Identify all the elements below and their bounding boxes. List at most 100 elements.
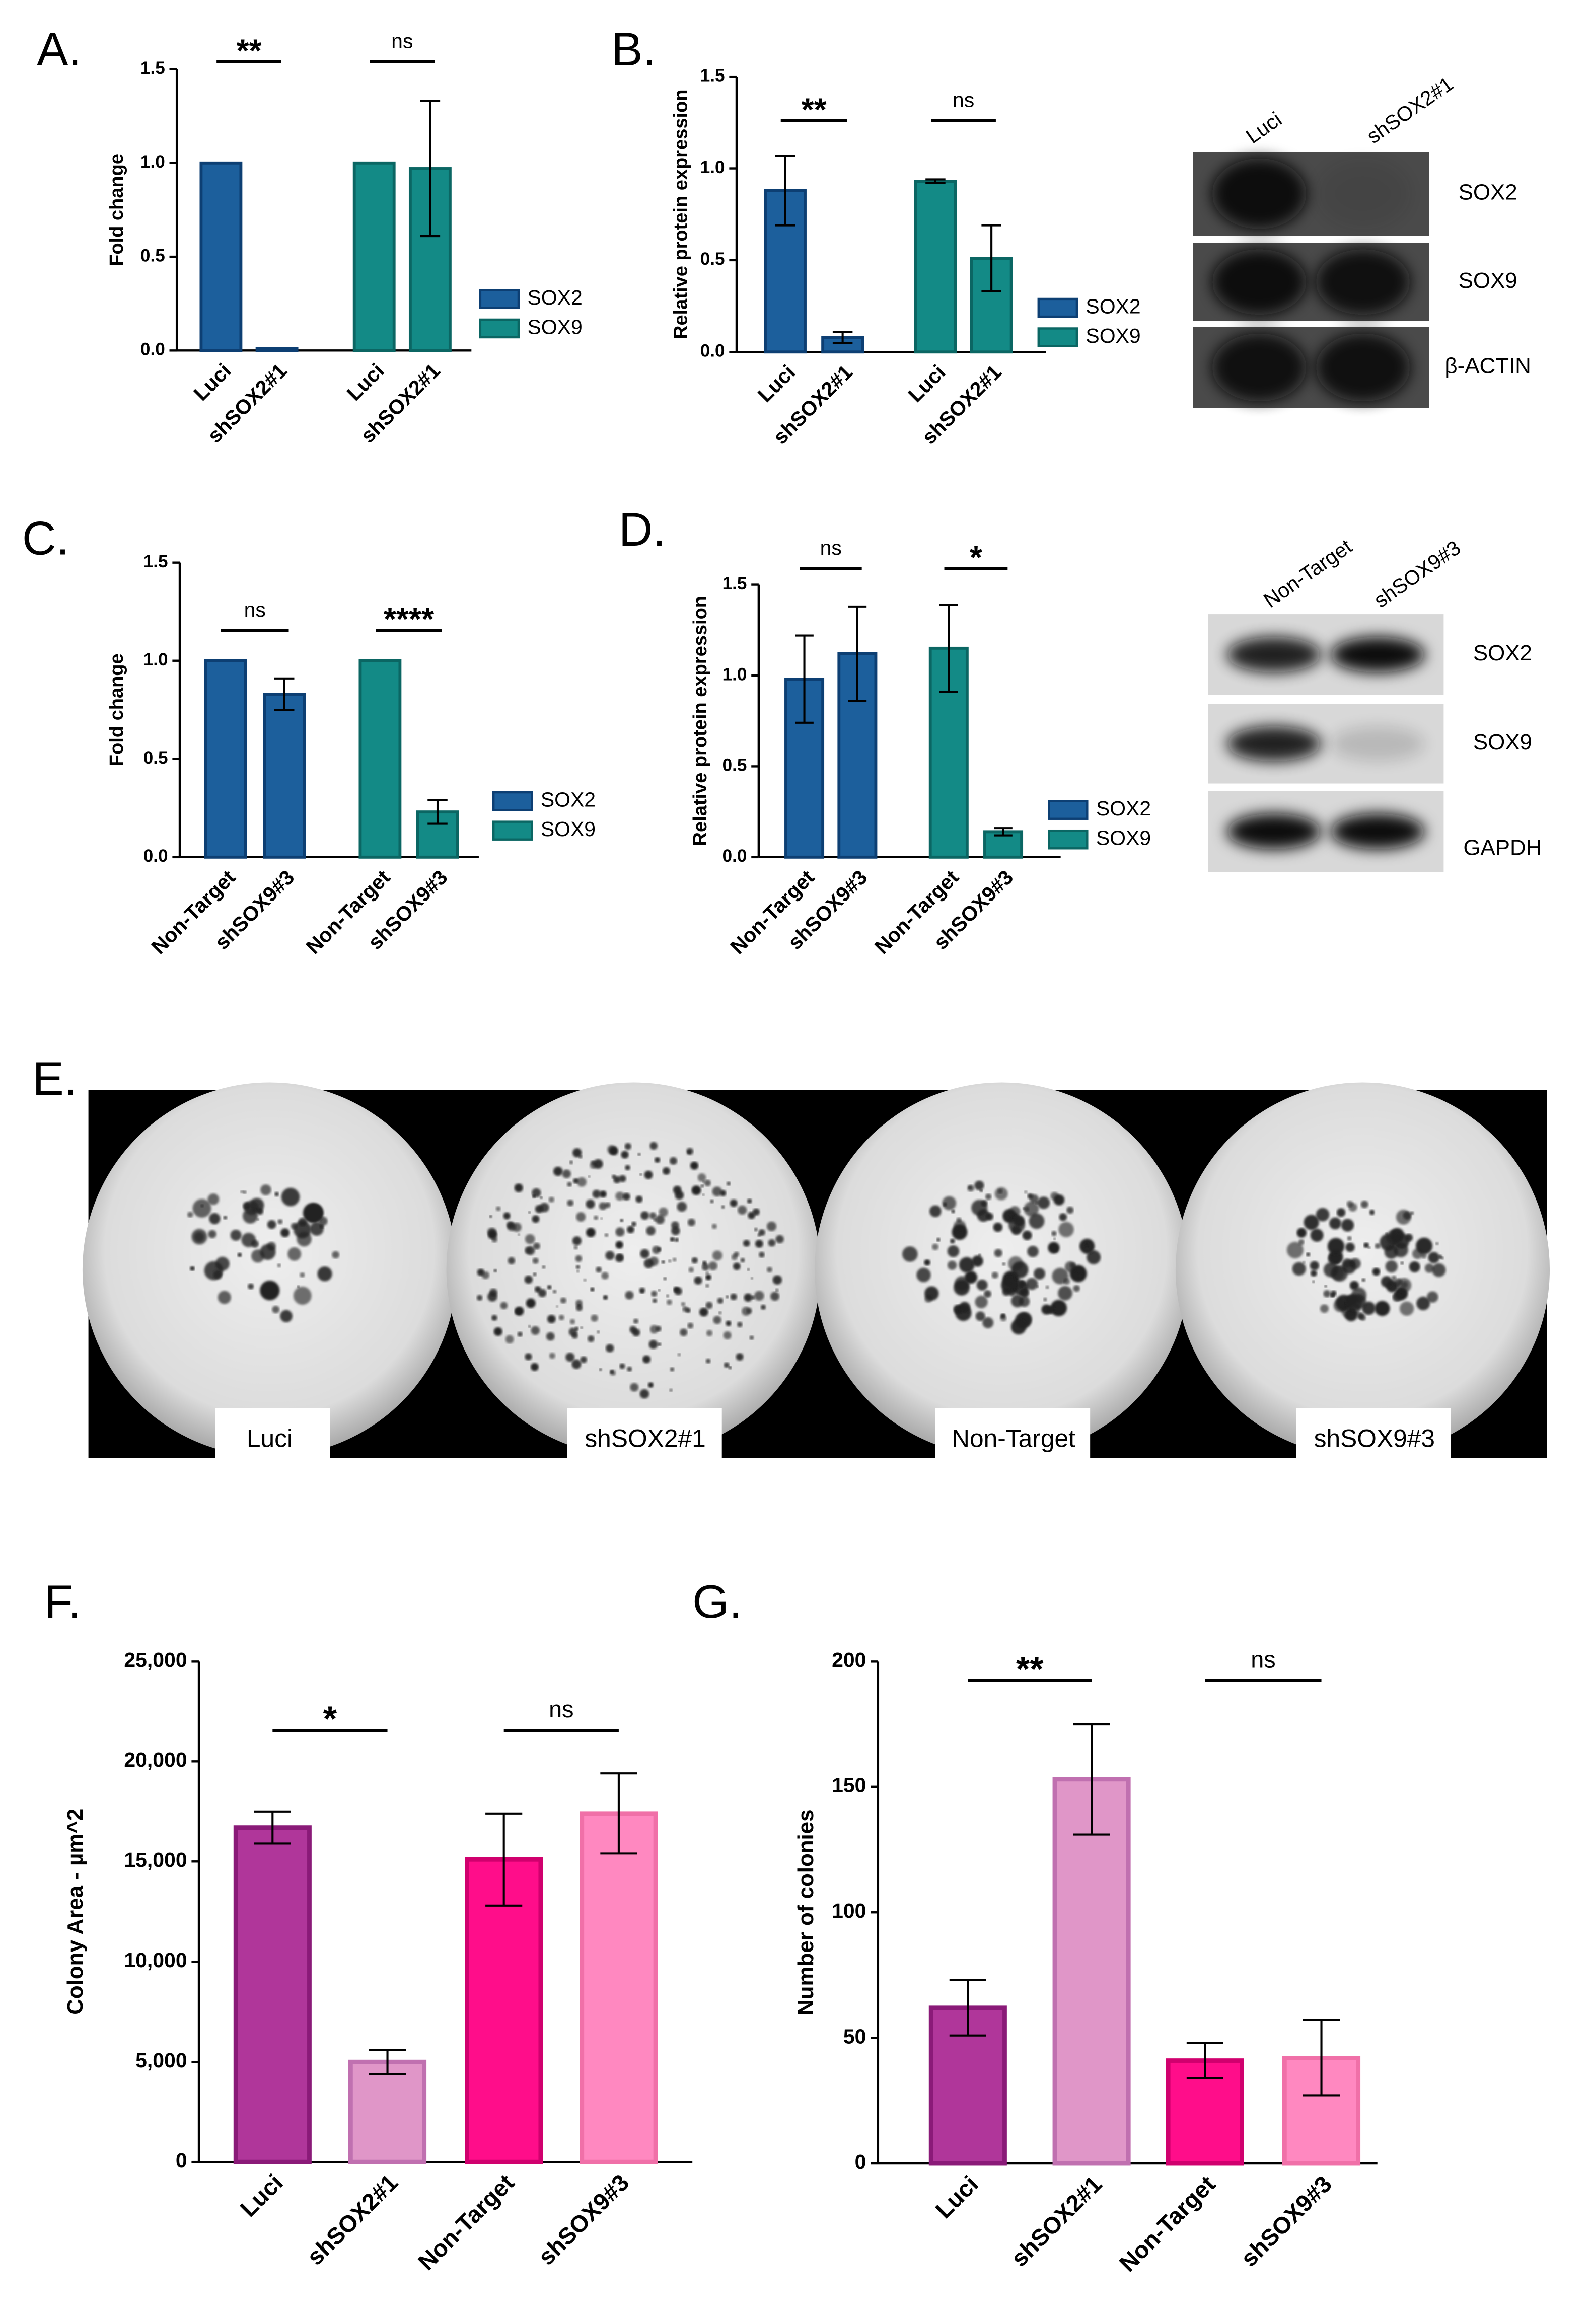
colony-dot (500, 1302, 508, 1309)
y-tick-label: 20,000 (124, 1748, 187, 1771)
colony-dot (1344, 1308, 1358, 1322)
colony-dot (997, 1189, 1003, 1194)
colony-dot (1064, 1261, 1076, 1272)
panel-label: E. (32, 1052, 77, 1105)
band-label: SOX2 (1459, 180, 1517, 204)
colony-dot (1087, 1250, 1101, 1264)
colony-dot (701, 1263, 709, 1271)
blot-band (1316, 158, 1410, 229)
colony-dot (1011, 1295, 1024, 1308)
legend-label: SOX9 (527, 315, 582, 338)
legend-label: SOX2 (1086, 294, 1140, 318)
error-bar (795, 634, 814, 724)
colony-dot (633, 1318, 639, 1324)
colony-dot (533, 1272, 537, 1277)
colony-dot (1051, 1231, 1057, 1236)
colony-dot (639, 1173, 642, 1176)
error-bar (254, 1810, 291, 1845)
colony-dot (542, 1265, 546, 1269)
colony-dot (902, 1246, 918, 1262)
y-tick-label: 1.0 (722, 664, 747, 684)
colony-dot (619, 1363, 625, 1369)
colony-dot (993, 1222, 1003, 1232)
legend-swatch (479, 289, 520, 309)
colony-dot (668, 1259, 672, 1263)
y-axis-label: Number of colonies (793, 1809, 818, 2015)
colony-dot (702, 1180, 705, 1183)
colony-dot (546, 1332, 555, 1341)
colony-dot (569, 1319, 575, 1325)
colony-dot (743, 1240, 750, 1247)
colony-dot (751, 1277, 753, 1280)
y-tick-label: 0.5 (722, 756, 747, 775)
colony-dot (615, 1241, 623, 1249)
colony-dot (770, 1292, 780, 1301)
colony-dot (1349, 1281, 1359, 1290)
colony-dot (1047, 1306, 1055, 1314)
colony-dot (624, 1143, 631, 1150)
colony-dot (487, 1292, 497, 1302)
colony-dot (524, 1275, 533, 1284)
colony-dot (1316, 1208, 1330, 1222)
colony-dot (491, 1315, 497, 1321)
colony-dot (190, 1266, 195, 1271)
colony-dot (549, 1353, 555, 1359)
colony-dot (187, 1212, 193, 1218)
colony-dot (535, 1205, 543, 1213)
bar (233, 1825, 312, 2164)
colony-dot (586, 1228, 596, 1237)
colony-dot (547, 1315, 556, 1323)
colony-dot (642, 1355, 651, 1364)
colony-dot (1435, 1242, 1439, 1245)
colony-dot (615, 1191, 624, 1201)
colony-dot (1022, 1230, 1032, 1240)
bar (580, 1811, 658, 2164)
bar (263, 693, 306, 859)
blot-band (1226, 637, 1321, 672)
colony-dot (994, 1249, 1002, 1257)
y-tick-label: 0.5 (700, 249, 725, 269)
significance-label: ns (953, 89, 974, 112)
colony-dot (538, 1289, 547, 1298)
colony-dot (599, 1202, 607, 1210)
significance-label: * (970, 539, 982, 575)
colony-dot (1346, 1295, 1362, 1311)
colony-dot (230, 1229, 242, 1241)
colony-dot (532, 1194, 536, 1198)
colony-dot (730, 1199, 738, 1207)
y-tick-label: 10,000 (124, 1948, 187, 1972)
bar (255, 347, 299, 352)
band-label: GAPDH (1463, 835, 1542, 860)
colony-dot (208, 1230, 216, 1238)
blot-band (1212, 158, 1307, 229)
bar (204, 659, 247, 859)
band-label: SOX9 (1473, 730, 1532, 755)
band-label: SOX9 (1459, 268, 1517, 293)
colony-dot (1415, 1237, 1433, 1254)
colony-dot (673, 1185, 682, 1194)
colony-dot (649, 1142, 658, 1150)
colony-dot (591, 1314, 598, 1322)
y-tick-label: 0 (855, 2150, 866, 2173)
colony-dot (640, 1249, 649, 1258)
colony-dot (1375, 1243, 1381, 1249)
colony-dot (1360, 1201, 1368, 1209)
legend-label: SOX2 (527, 286, 582, 309)
colony-dot (218, 1291, 231, 1304)
legend-label: SOX9 (1086, 324, 1140, 347)
culture-plate (82, 1082, 457, 1457)
colony-dot (580, 1356, 587, 1363)
colony-dot (476, 1295, 483, 1301)
colony-dot (562, 1169, 571, 1178)
colony-dot (1416, 1296, 1430, 1311)
colony-dot (744, 1293, 752, 1302)
colony-dot (1026, 1278, 1038, 1290)
colony-dot (532, 1215, 540, 1223)
error-bar (775, 154, 796, 227)
colony-dot (942, 1196, 957, 1211)
colony-dot (517, 1331, 523, 1337)
colony-dot (272, 1306, 280, 1314)
colony-dot (291, 1223, 298, 1230)
colony-dot (573, 1245, 578, 1250)
significance-label: ns (820, 536, 842, 559)
